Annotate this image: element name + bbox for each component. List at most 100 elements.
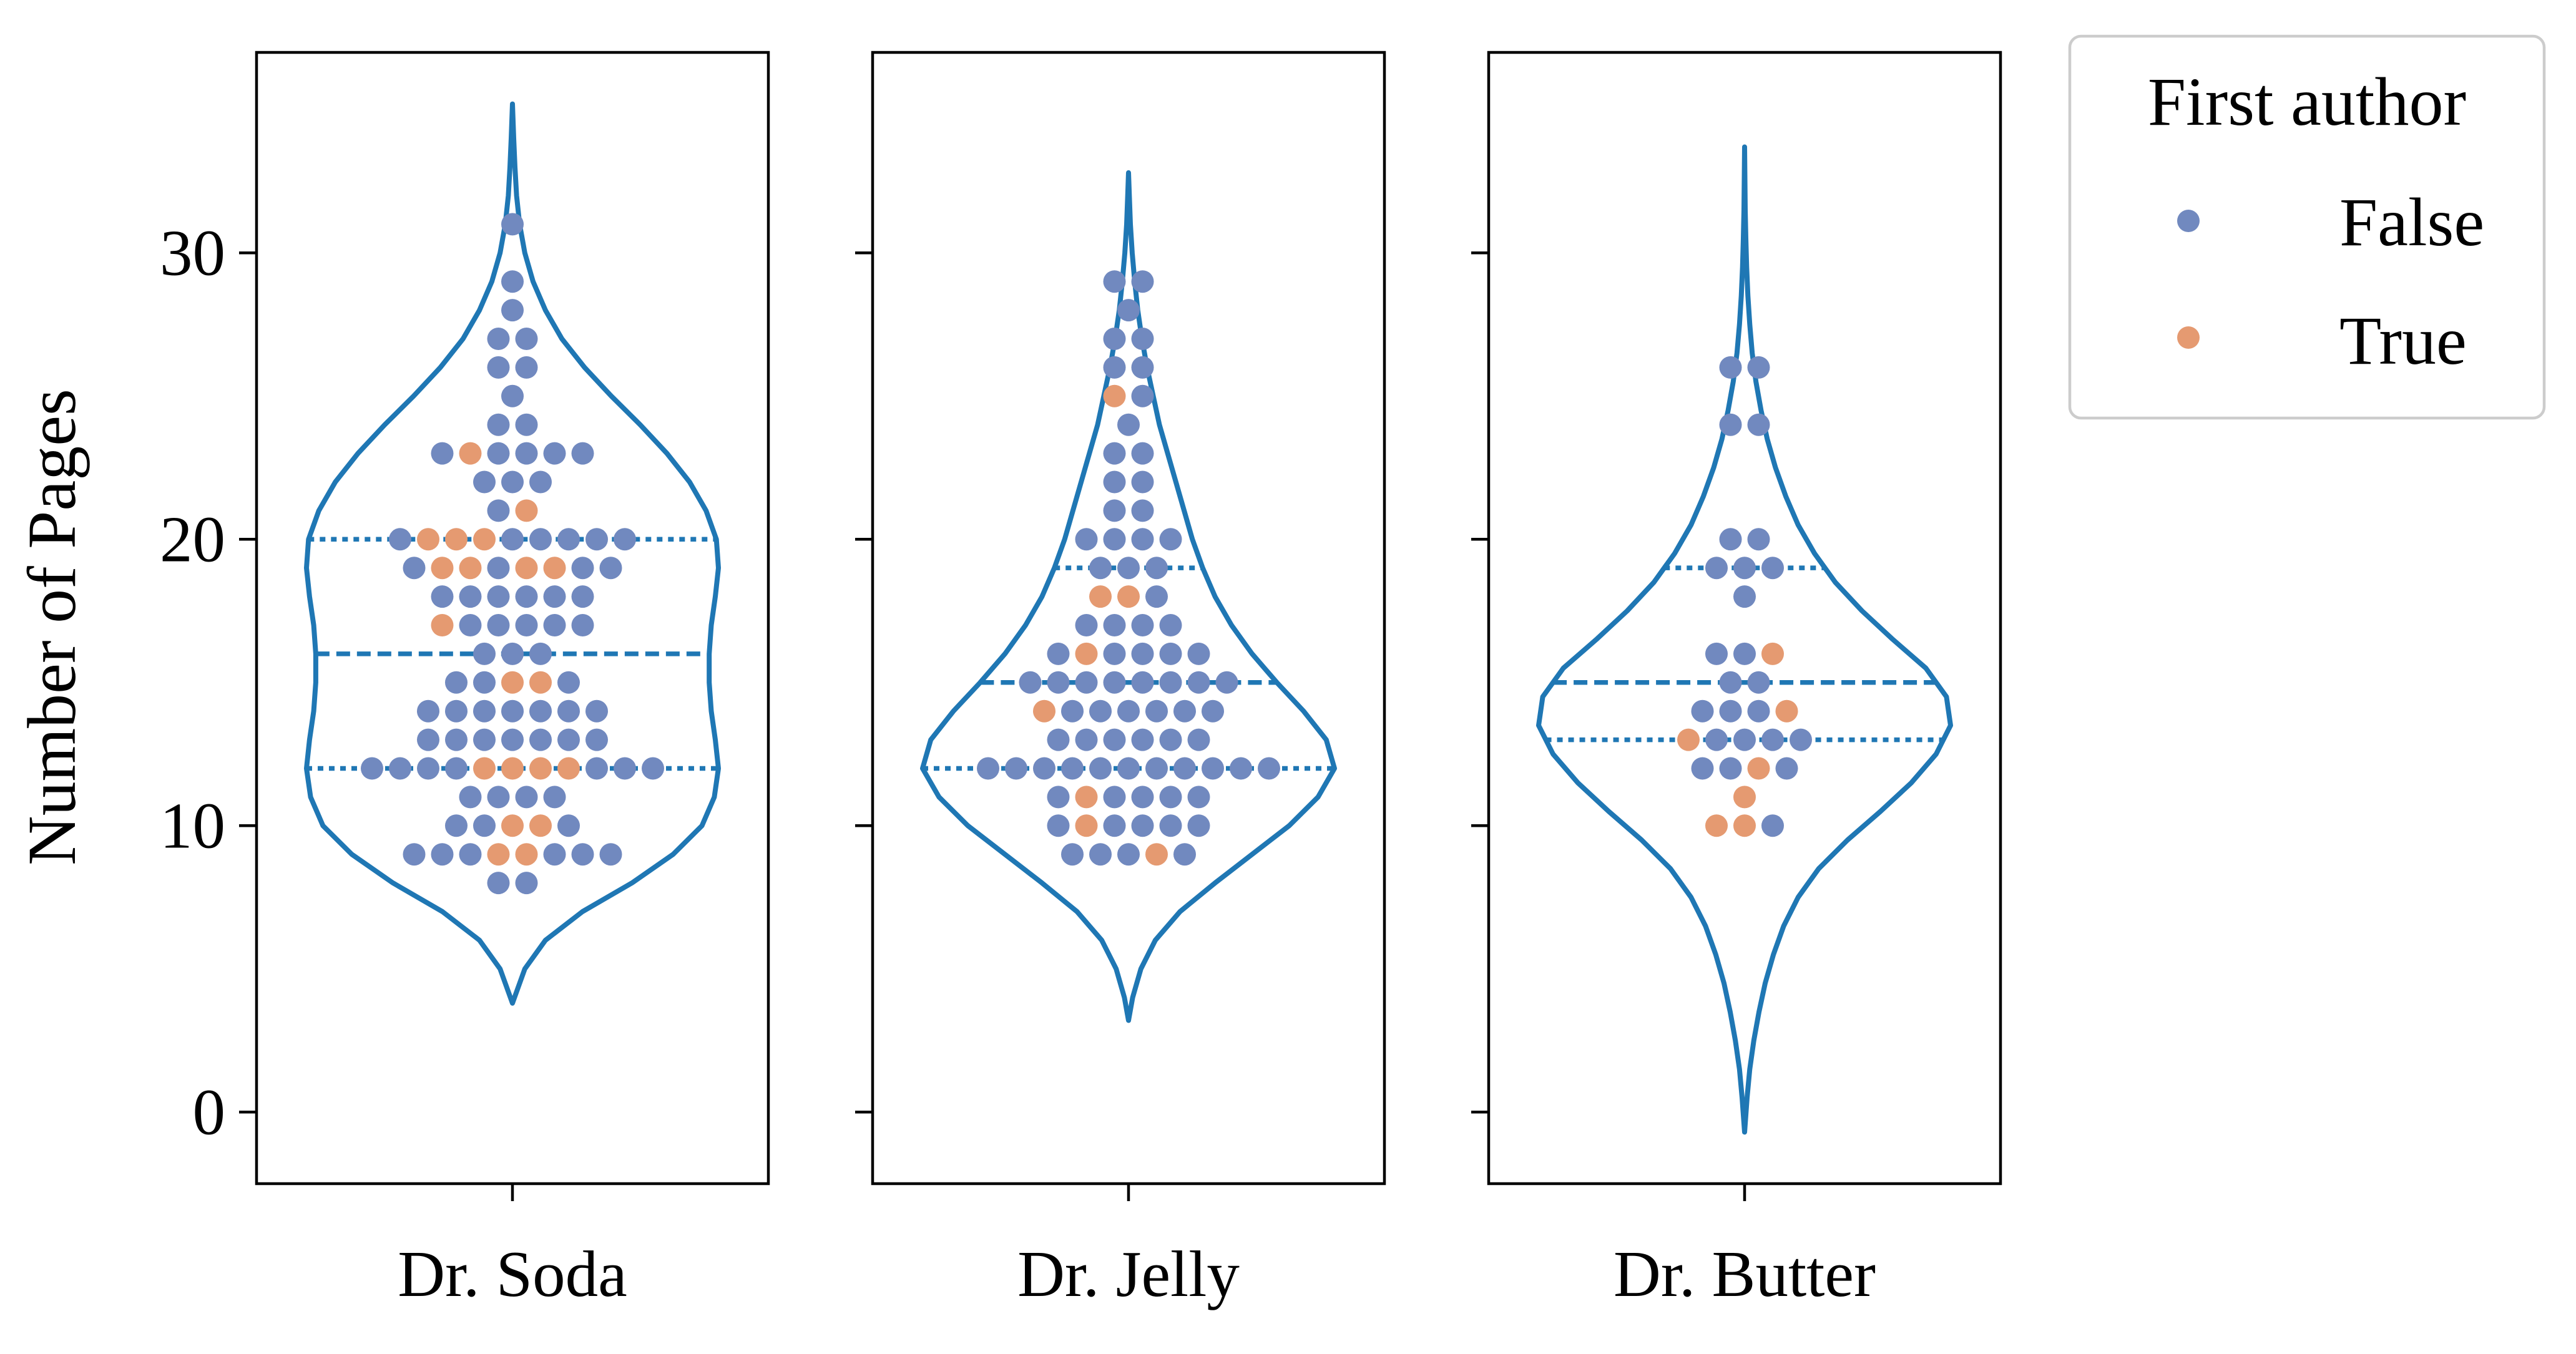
data-point-false [1173,699,1196,723]
data-point-false [417,699,439,723]
data-point-false [1075,614,1098,636]
data-point-false [1047,728,1070,751]
data-point-false [473,814,496,837]
data-point-false [1131,786,1154,809]
data-point-false [501,299,524,322]
data-point-false [1145,699,1168,723]
data-point-false [1719,699,1742,723]
data-point-false [445,757,468,780]
data-point-false [1719,757,1742,780]
data-point-false [1019,671,1042,694]
data-point-false [1705,642,1728,665]
data-point-false [501,699,524,723]
data-point-false [1159,614,1182,636]
data-point-true [515,843,538,866]
data-point-false [1747,671,1770,694]
data-point-false [1733,642,1756,665]
data-point-false [557,728,580,751]
data-point-false [1103,356,1126,379]
data-point-false [487,356,510,379]
data-point-false [1131,384,1154,407]
data-point-false [501,384,524,407]
data-point-false [515,585,538,608]
data-point-false [1719,528,1742,551]
data-point-false [571,614,594,636]
data-point-false [501,528,524,551]
data-point-false [501,213,524,236]
data-point-false [1131,470,1154,494]
data-point-false [1719,671,1742,694]
data-point-false [529,728,552,751]
data-point-false [1103,328,1126,350]
swarm-points [361,213,664,895]
data-point-false [1047,671,1070,694]
data-point-false [487,499,510,522]
panel-dr-jelly: Dr. Jelly [855,51,1386,1310]
data-point-false [1747,413,1770,436]
data-point-false [529,699,552,723]
y-tick-label: 20 [160,502,225,575]
data-point-false [1075,728,1098,751]
data-point-false [473,699,496,723]
y-axis-label: Number of Pages [14,389,90,865]
data-point-false [599,557,622,580]
data-point-false [1761,814,1784,837]
data-point-true [1747,757,1770,780]
data-point-true [1103,384,1126,407]
data-point-true [543,557,566,580]
data-point-false [1075,671,1098,694]
data-point-false [1075,528,1098,551]
data-point-false [1089,699,1112,723]
legend-title: First author [2148,64,2466,140]
data-point-false [1145,757,1168,780]
violin-outline [1536,144,1953,1135]
data-point-false [445,699,468,723]
data-point-false [1761,728,1784,751]
data-point-false [487,872,510,895]
data-point-false [515,872,538,895]
data-point-false [1202,699,1224,723]
data-point-false [1131,614,1154,636]
data-point-false [487,413,510,436]
violin-outline [304,101,721,1006]
data-point-false [1061,843,1084,866]
data-point-false [361,757,383,780]
data-point-false [1187,642,1210,665]
legend-label-true: True [2339,303,2467,379]
data-point-false [473,642,496,665]
data-point-false [557,671,580,694]
panel-dr-butter: Dr. Butter [1471,51,2002,1310]
data-point-false [1103,671,1126,694]
data-point-false [1103,470,1126,494]
data-point-false [1747,528,1770,551]
data-point-false [1173,843,1196,866]
data-point-false [614,757,636,780]
data-point-false [487,786,510,809]
data-point-false [1187,786,1210,809]
data-point-true [1117,585,1140,608]
legend-label-false: False [2339,184,2484,260]
panel-dr-soda: 0 10 20 30 Dr. Soda [160,51,770,1310]
data-point-false [389,528,411,551]
data-point-false [1117,557,1140,580]
data-point-false [515,413,538,436]
data-point-false [473,470,496,494]
data-point-false [571,843,594,866]
data-point-false [1131,328,1154,350]
data-point-false [585,699,608,723]
data-point-false [487,557,510,580]
data-point-false [1159,814,1182,837]
data-point-false [1103,814,1126,837]
legend-marker-false [2177,210,2200,232]
data-point-true [1733,786,1756,809]
data-point-true [1089,585,1112,608]
data-point-false [543,585,566,608]
data-point-false [543,614,566,636]
data-point-true [515,557,538,580]
data-point-false [1145,585,1168,608]
data-point-true [1705,814,1728,837]
data-point-false [1733,585,1756,608]
data-point-false [1145,557,1168,580]
data-point-false [1747,699,1770,723]
data-point-false [1005,757,1027,780]
